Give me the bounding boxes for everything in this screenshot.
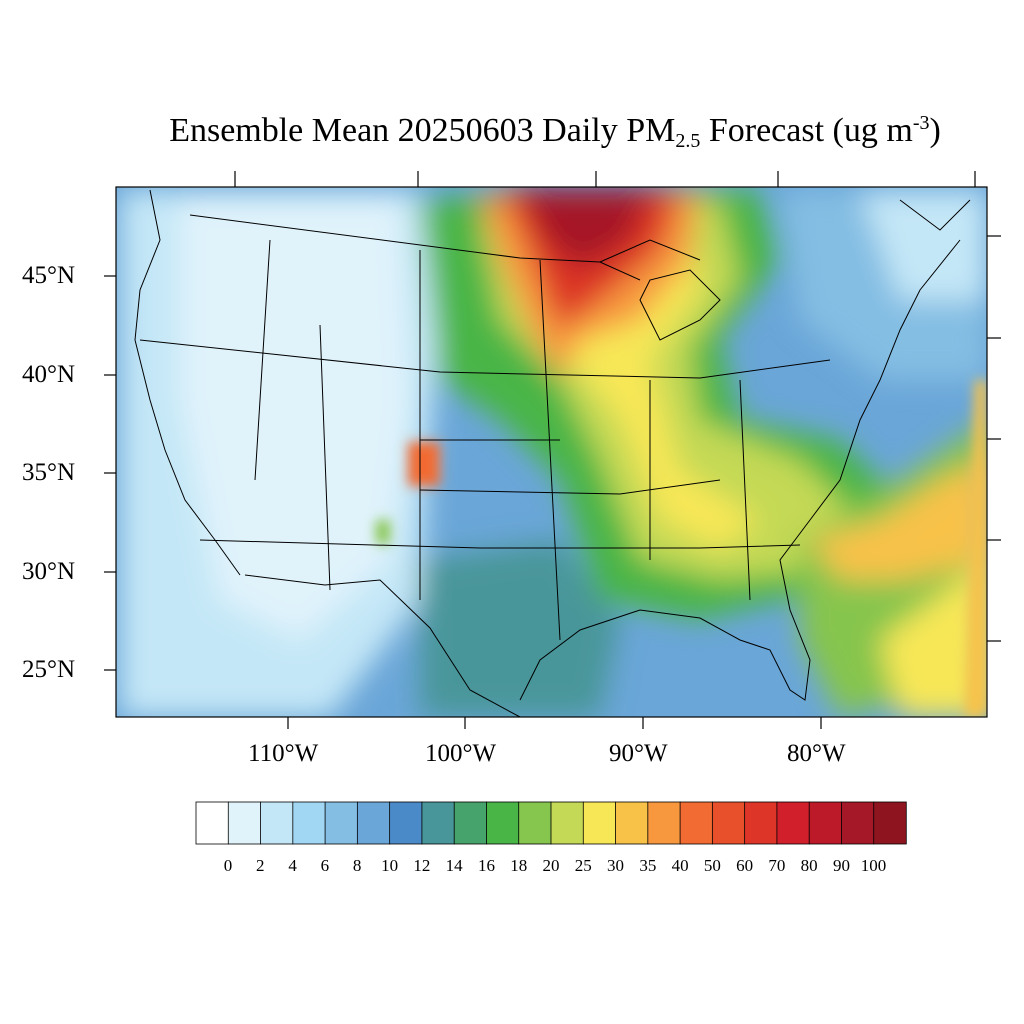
colorbar-label-8: 16 <box>477 856 495 875</box>
us-mexico-border <box>244 574 521 717</box>
colorbar-swatch-0 <box>195 801 229 845</box>
colorbar-swatch-19 <box>808 801 843 845</box>
colorbar-swatch-11 <box>550 801 584 845</box>
lon-label-110: 110°W <box>248 740 319 767</box>
field-northeast-light <box>860 190 987 300</box>
colorbar-swatch-3 <box>292 801 326 845</box>
colorbar-label-14: 40 <box>671 856 689 875</box>
colorbar-swatch-21 <box>873 801 907 845</box>
colorbar-label-12: 30 <box>607 856 625 875</box>
tick-marks <box>104 171 1001 729</box>
field-west-clean <box>180 200 410 640</box>
lon-label-80: 80°W <box>787 740 846 767</box>
colorbar-swatch-13 <box>615 801 649 845</box>
field-hotspot-colorado <box>408 442 440 486</box>
field-plume-darkred <box>520 188 650 270</box>
colorbar-label-6: 12 <box>413 856 431 875</box>
lat-label-40: 40°N <box>22 361 76 388</box>
title-subscript: 2.5 <box>675 130 701 152</box>
colorbar-swatch-15 <box>679 801 714 845</box>
colorbar-swatch-4 <box>324 801 359 845</box>
colorbar-label-1: 2 <box>256 856 265 875</box>
colorbar-label-16: 60 <box>736 856 754 875</box>
field-gulf-teal <box>420 540 620 717</box>
lat-label-35: 35°N <box>22 459 76 486</box>
field-caribbean-yellow <box>880 560 987 717</box>
colorbar-label-20: 100 <box>860 856 887 875</box>
great-lakes <box>639 269 721 341</box>
colorbar-label-0: 0 <box>223 856 233 875</box>
latitude-boundary-north <box>139 339 831 379</box>
colorbar-swatch-12 <box>582 801 617 845</box>
colorbar-label-2: 4 <box>288 856 297 875</box>
colorbar-label-4: 8 <box>352 856 362 875</box>
state-line-4corners <box>319 324 331 591</box>
field-hotspot-newmexico <box>376 520 390 544</box>
colorbar-label-3: 6 <box>320 856 330 875</box>
colorbar <box>195 801 907 845</box>
field-atlantic-orange <box>810 460 987 580</box>
map-title: Ensemble Mean 20250603 Daily PM2.5 Forec… <box>0 112 1024 153</box>
boundaries <box>134 189 971 717</box>
colorbar-swatch-17 <box>744 801 778 845</box>
lon-label-90: 90°W <box>609 740 668 767</box>
state-line-idaho <box>254 239 271 481</box>
colorbar-swatch-16 <box>711 801 746 845</box>
colorbar-swatch-8 <box>453 801 488 845</box>
colorbar-swatch-6 <box>389 801 423 845</box>
gulf-atlantic-coastline <box>519 239 961 701</box>
colorbar-label-13: 35 <box>639 856 657 875</box>
colorbar-swatch-7 <box>421 801 455 845</box>
pacific-coastline <box>134 189 241 576</box>
concentration-field <box>116 187 987 717</box>
colorbar-label-7: 14 <box>445 856 463 875</box>
state-line-south <box>199 539 801 549</box>
lat-label-30: 30°N <box>22 558 76 585</box>
colorbar-label-15: 50 <box>703 856 721 875</box>
state-line-appalachia <box>739 379 751 601</box>
state-line-mississippi <box>539 259 561 641</box>
colorbar-swatch-2 <box>260 801 294 845</box>
colorbar-swatch-5 <box>356 801 391 845</box>
colorbar-label-17: 70 <box>768 856 786 875</box>
title-rest: Forecast (ug m <box>700 112 913 149</box>
colorbar-swatch-10 <box>518 801 552 845</box>
lat-label-25: 25°N <box>22 656 76 683</box>
title-main: Ensemble Mean 20250603 Daily PM <box>169 112 676 149</box>
title-close: ) <box>929 112 941 149</box>
map-frame <box>115 186 988 718</box>
colorbar-label-19: 90 <box>832 856 850 875</box>
colorbar-label-18: 80 <box>800 856 818 875</box>
lon-label-100: 100°W <box>425 740 497 767</box>
us-canada-border <box>189 214 641 281</box>
colorbar-label-11: 25 <box>574 856 592 875</box>
title-superscript: -3 <box>912 112 930 134</box>
field-east-edge <box>965 380 987 717</box>
canada-maritimes <box>899 199 971 231</box>
colorbar-swatch-9 <box>486 801 520 845</box>
state-line-oklahoma <box>419 479 721 495</box>
colorbar-swatch-1 <box>227 801 262 845</box>
colorbar-swatch-18 <box>776 801 810 845</box>
colorbar-swatch-14 <box>647 801 681 845</box>
colorbar-label-9: 18 <box>510 856 528 875</box>
colorbar-label-10: 20 <box>542 856 560 875</box>
colorbar-swatch-20 <box>841 801 875 845</box>
colorbar-label-5: 10 <box>381 856 399 875</box>
lake-superior <box>599 239 701 263</box>
lat-label-45: 45°N <box>22 262 76 289</box>
